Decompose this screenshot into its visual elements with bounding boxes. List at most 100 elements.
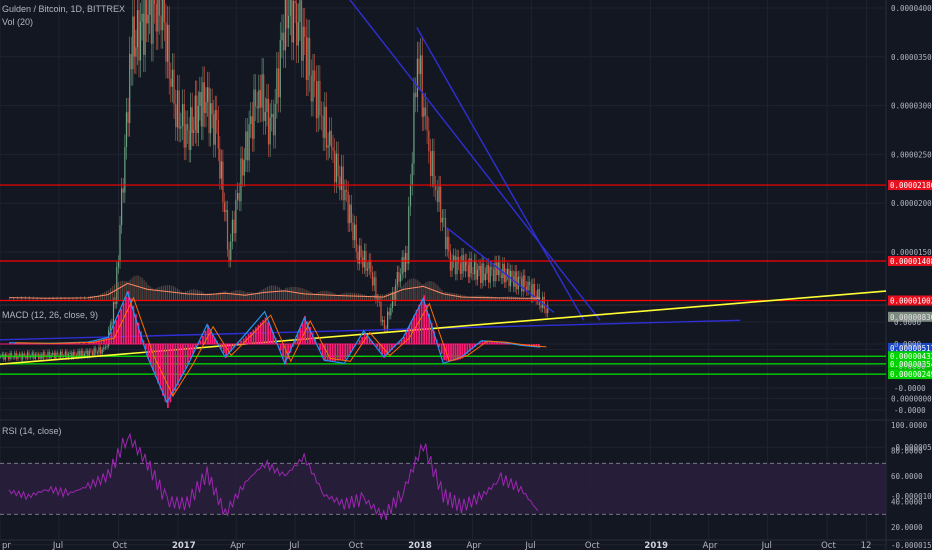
candle-body: [139, 21, 142, 61]
candle-body: [473, 260, 476, 275]
volume-bar: [403, 284, 405, 300]
macd-histogram-bar: [454, 344, 457, 361]
candle-body: [467, 264, 469, 277]
price-tag-label: 0.00000432: [890, 352, 932, 361]
macd-histogram-bar: [533, 344, 535, 347]
volume-bar: [157, 287, 159, 300]
macd-histogram-bar: [331, 344, 334, 362]
candle-body: [90, 350, 92, 352]
rsi-pane[interactable]: [0, 432, 886, 521]
candle-body: [516, 271, 518, 290]
candle-body: [443, 218, 445, 219]
volume-bar: [168, 285, 171, 300]
candle-body: [411, 163, 413, 185]
macd-histogram-bar: [254, 327, 257, 344]
volume-bar: [454, 293, 456, 300]
candle-body: [132, 16, 134, 70]
macd-histogram-bar: [358, 340, 361, 344]
candle-body: [332, 147, 334, 151]
macd-histogram-bar: [289, 344, 292, 353]
rsi-axis-label: 40.0000: [891, 498, 923, 507]
candle-body: [111, 322, 113, 325]
volume-bar: [314, 293, 316, 300]
macd-histogram-bar: [177, 344, 179, 386]
volume-bar: [493, 296, 495, 300]
candle-body: [149, 0, 151, 15]
macd-histogram-bar: [423, 295, 426, 344]
candle-body: [130, 53, 132, 70]
volume-bar: [473, 295, 475, 300]
candle-body: [530, 285, 532, 298]
macd-histogram-bar: [537, 344, 540, 347]
price-axis-label: 0.00002000: [891, 199, 932, 208]
candle-body: [310, 75, 312, 102]
candle-body: [266, 98, 268, 112]
macd-histogram-bar: [488, 341, 491, 344]
price-tag: [888, 180, 932, 191]
volume-bar: [427, 281, 429, 300]
candle-body: [475, 260, 477, 280]
macd-histogram-bar: [363, 333, 366, 344]
macd-pane[interactable]: [0, 290, 547, 408]
volume-bar: [159, 286, 161, 300]
candle-body: [142, 13, 145, 55]
macd-histogram-bar: [162, 344, 164, 396]
price-axis-label: 0.00001500: [891, 248, 932, 257]
volume-legend: Vol (20): [2, 17, 34, 27]
price-tag: [888, 311, 932, 322]
candle-body: [319, 80, 321, 116]
candle-body: [428, 130, 430, 152]
candle-body: [72, 351, 74, 359]
volume-bar: [235, 290, 237, 300]
candle-body: [337, 153, 339, 177]
volume-bar: [312, 293, 314, 300]
candle-body: [297, 22, 299, 46]
volume-bar: [147, 284, 149, 300]
candle-body: [472, 273, 474, 275]
macd-histogram-bar: [164, 344, 167, 402]
candle-body: [349, 204, 351, 224]
candle-body: [163, 0, 165, 23]
price-axis[interactable]: 0.00004000 0.00003500 0.00003000 0.00002500…: [888, 4, 932, 550]
price-axis-label: 0.00002500: [891, 150, 932, 159]
candle-body: [88, 350, 90, 357]
volume-bar: [417, 280, 419, 300]
trendline-mid[interactable]: [416, 27, 585, 321]
candle-body: [522, 275, 524, 292]
trendline-upper[interactable]: [341, 0, 601, 321]
volume-bar: [342, 293, 344, 300]
candle-body: [524, 275, 526, 287]
candle-body: [362, 257, 364, 268]
macd-histogram-bar: [125, 297, 127, 344]
volume-bar: [361, 294, 363, 300]
time-axis[interactable]: pr Jul Oct 2017 Apr Jul Oct 2018 Apr Jul Oct 2019 Ap…: [2, 541, 871, 550]
volume-bar: [306, 289, 308, 300]
candle-body: [157, 0, 159, 32]
candle-body: [404, 253, 407, 272]
candle-body: [7, 355, 10, 360]
macd-histogram-bar: [279, 344, 282, 351]
macd-histogram-bar: [171, 344, 174, 397]
volume-bar: [187, 290, 189, 300]
candle-body: [200, 92, 203, 127]
macd-histogram-bar: [264, 317, 267, 344]
candle-body: [226, 210, 229, 250]
volume-bar: [153, 289, 155, 300]
volume-bar: [102, 293, 104, 300]
candle-body: [545, 308, 547, 314]
candle-body: [256, 106, 258, 109]
candle-body: [309, 37, 311, 76]
candle-body: [251, 116, 253, 139]
candle-body: [245, 131, 247, 161]
volume-bar: [221, 291, 223, 300]
candle-body: [11, 353, 13, 358]
volume-bar: [68, 297, 70, 300]
volume-bar: [429, 281, 431, 300]
candle-body: [144, 0, 146, 55]
macd-histogram-bar: [207, 325, 209, 344]
volume-bar: [448, 292, 450, 300]
price-axis-label: -0.00001000: [891, 492, 932, 501]
candle-body: [390, 307, 392, 316]
macd-histogram-bar: [425, 304, 428, 344]
